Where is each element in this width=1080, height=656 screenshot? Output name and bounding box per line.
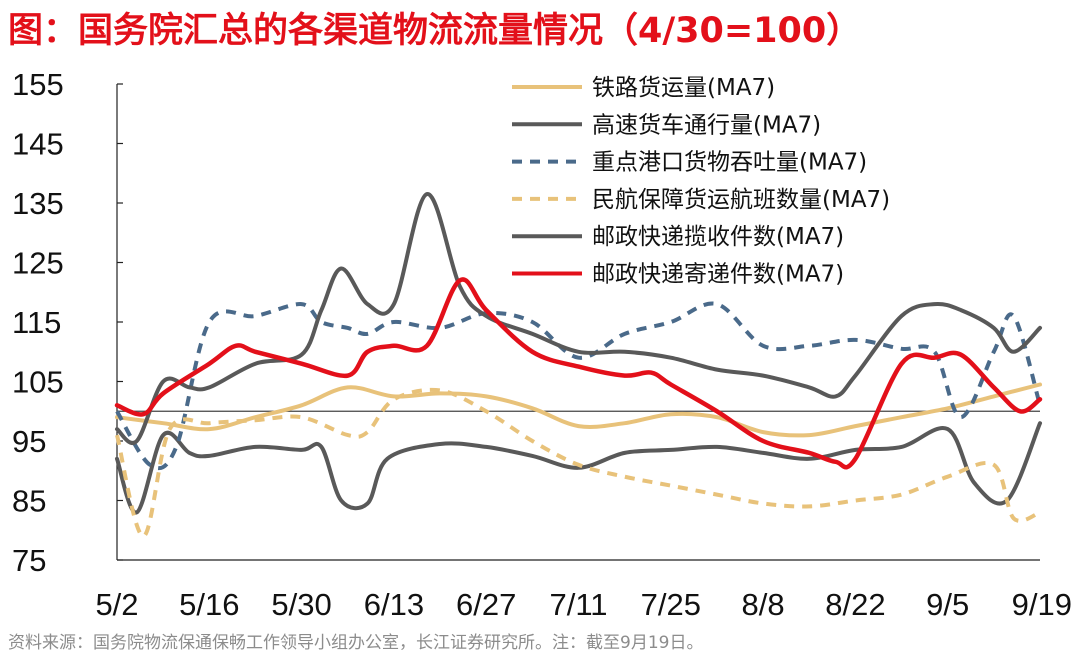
y-axis-ticks: 155 145 135 125 115 105 95 85 75: [12, 67, 123, 578]
legend-label-2: 高速货车通行量(MA7): [592, 112, 821, 138]
y-tick-label: 95: [12, 424, 46, 459]
y-tick-label: 75: [12, 543, 46, 578]
legend-label-4: 民航保障货运航班数量(MA7): [592, 187, 890, 213]
series-line-2: [115, 421, 1042, 515]
x-tick-label: 5/30: [271, 587, 331, 622]
chart-legend: 铁路货运量(MA7) 高速货车通行量(MA7) 重点港口货物吞吐量(MA7) 民航保障…: [512, 75, 890, 288]
series-line-1: [115, 382, 1042, 438]
y-tick-label: 115: [12, 305, 61, 340]
legend-label-5: 邮政快递揽收件数(MA7): [592, 224, 844, 250]
x-tick-label: 8/22: [825, 587, 885, 622]
chart-axes: [116, 84, 1040, 561]
series-line-6: [114, 277, 1043, 470]
series-line-3: [115, 301, 1042, 471]
x-tick-label: 9/19: [1012, 587, 1072, 622]
y-tick-label: 145: [12, 127, 64, 162]
chart-title: 图：国务院汇总的各渠道物流流量情况（4/30=100）: [8, 11, 862, 51]
x-tick-label: 7/25: [641, 587, 701, 622]
x-tick-label: 9/5: [926, 587, 969, 622]
y-tick-label: 155: [12, 67, 64, 102]
x-tick-label: 6/27: [456, 587, 516, 622]
x-axis-ticks: 5/2 5/16 5/30 6/13 6/27 7/11 7/25 8/8 8/22 9/5 9/1…: [95, 587, 1072, 622]
x-tick-label: 7/11: [549, 587, 607, 622]
chart-series: [114, 192, 1043, 539]
series-line-4: [115, 387, 1041, 539]
y-tick-label: 125: [12, 246, 64, 281]
line-chart: 155 145 135 125 115 105 95 85 75 5/2 5/16 5/30 6/13…: [12, 67, 1072, 622]
source-note: 资料来源：国务院物流保通保畅工作领导小组办公室，长江证券研究所。注：截至9月19…: [8, 633, 704, 653]
legend-label-1: 铁路货运量(MA7): [592, 75, 775, 101]
legend-label-3: 重点港口货物吞吐量(MA7): [592, 150, 867, 176]
x-tick-label: 5/16: [179, 587, 239, 622]
y-tick-label: 85: [12, 484, 46, 519]
series-line-5: [115, 192, 1042, 445]
x-tick-label: 6/13: [364, 587, 424, 622]
x-tick-label: 5/2: [95, 587, 138, 622]
y-tick-label: 105: [12, 365, 64, 400]
y-tick-label: 135: [12, 186, 64, 221]
x-tick-label: 8/8: [742, 587, 785, 622]
legend-label-6: 邮政快递寄递件数(MA7): [592, 262, 844, 288]
